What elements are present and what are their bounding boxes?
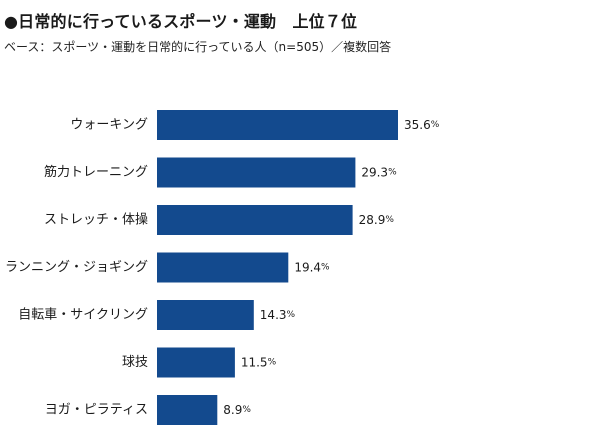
category-label: ストレッチ・体操	[44, 212, 148, 228]
category-label: 筋力トレーニング	[44, 164, 148, 180]
value-label: 35.6%	[404, 118, 440, 132]
category-label: 球技	[122, 355, 148, 370]
bar	[157, 110, 398, 140]
category-label: ランニング・ジョギング	[5, 260, 148, 275]
bar	[157, 205, 353, 235]
bar-row: 自転車・サイクリング 14.3%	[18, 300, 296, 330]
category-label: 自転車・サイクリング	[18, 308, 148, 323]
bar	[157, 347, 235, 378]
bar	[157, 300, 254, 330]
value-label: 14.3%	[260, 308, 296, 322]
chart-subtitle: ベース：スポーツ・運動を日常的に行っている人（n=505）／複数回答	[4, 40, 392, 54]
bar-row: 球技 11.5%	[122, 347, 277, 378]
bar	[157, 157, 356, 188]
bar-row: ヨガ・ピラティス 8.9%	[45, 395, 251, 425]
value-label: 29.3%	[361, 166, 397, 180]
bar-row: ランニング・ジョギング 19.4%	[5, 252, 330, 283]
bar-row: ストレッチ・体操 28.9%	[44, 205, 394, 235]
category-label: ヨガ・ピラティス	[45, 403, 148, 418]
value-label: 19.4%	[294, 261, 330, 275]
chart-title: ●日常的に行っているスポーツ・運動 上位７位	[4, 12, 358, 31]
value-label: 28.9%	[359, 213, 395, 227]
category-label: ウォーキング	[70, 118, 148, 133]
bar	[157, 395, 218, 425]
value-label: 8.9%	[223, 403, 251, 417]
bar	[157, 252, 289, 283]
bar-row: ウォーキング 35.6%	[70, 110, 440, 140]
bar-row: 筋力トレーニング 29.3%	[44, 157, 397, 188]
value-label: 11.5%	[241, 356, 277, 370]
